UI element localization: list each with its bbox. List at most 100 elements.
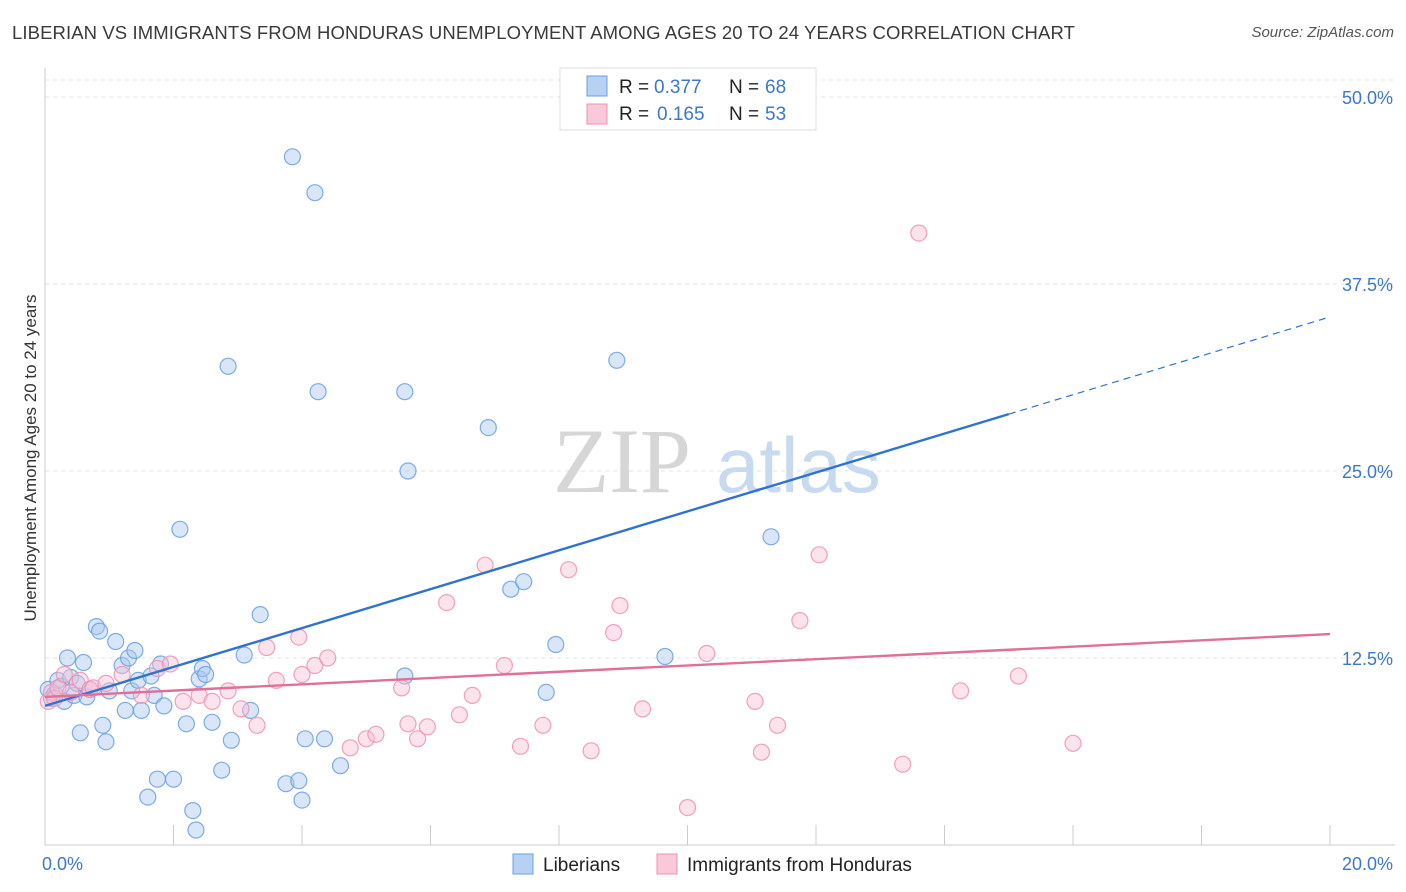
data-point <box>258 638 276 657</box>
bottom-legend-liberians: Liberians <box>543 855 620 876</box>
data-point <box>139 788 157 806</box>
y-tick-label-0: 12.5% <box>1342 649 1393 669</box>
data-point <box>174 692 192 711</box>
data-point <box>604 623 623 642</box>
data-point <box>768 716 787 734</box>
data-point <box>367 725 385 743</box>
data-point <box>309 383 327 401</box>
x-tick-label-min: 0.0% <box>42 854 83 874</box>
data-point <box>341 739 359 757</box>
data-point <box>58 649 77 667</box>
source-credit: Source: ZipAtlas.com <box>1251 24 1394 41</box>
data-point <box>306 184 324 202</box>
data-point <box>319 649 337 667</box>
data-point <box>187 821 205 839</box>
data-point <box>910 224 928 242</box>
watermark: ZIP atlas <box>553 410 881 512</box>
data-point <box>951 682 970 700</box>
legend-n-value-2: 53 <box>765 104 786 125</box>
data-point <box>164 770 183 788</box>
data-point <box>547 635 565 654</box>
data-point <box>97 733 115 751</box>
legend-n-value-1: 68 <box>765 77 786 98</box>
data-point <box>235 646 253 664</box>
data-point <box>123 682 141 700</box>
data-point <box>219 357 237 375</box>
data-point <box>633 700 652 718</box>
data-point <box>515 573 533 591</box>
chart-title: LIBERIAN VS IMMIGRANTS FROM HONDURAS UNE… <box>12 22 1075 43</box>
data-point <box>1009 667 1028 685</box>
data-point <box>219 682 237 700</box>
data-point <box>450 706 468 724</box>
data-point <box>582 742 600 760</box>
data-point <box>277 775 295 793</box>
data-point <box>71 724 89 742</box>
data-point <box>752 743 771 761</box>
data-point <box>463 686 481 705</box>
data-point <box>177 715 195 733</box>
data-point <box>399 462 417 480</box>
data-point <box>399 715 417 733</box>
legend-n-label-2: N = <box>729 104 759 125</box>
data-point <box>232 700 250 718</box>
data-point <box>116 701 134 720</box>
data-point <box>90 622 109 640</box>
data-point <box>678 798 697 817</box>
data-point <box>608 351 626 369</box>
data-point <box>197 665 215 684</box>
data-point <box>762 528 780 546</box>
data-point <box>810 546 828 564</box>
data-point <box>132 686 150 705</box>
data-point <box>184 801 202 820</box>
legend: R = 0.377 N = 68 R = 0.165 N = 53 <box>559 67 817 131</box>
data-point <box>479 419 497 437</box>
data-point <box>409 730 427 748</box>
data-points <box>39 148 1082 839</box>
trend-line-honduras <box>44 632 1331 699</box>
y-tick-label-1: 25.0% <box>1342 462 1393 482</box>
x-tick-label-max: 20.0% <box>1342 854 1393 874</box>
watermark-zip: ZIP <box>553 410 691 512</box>
legend-r-label-2: R = <box>619 104 649 125</box>
data-point <box>203 692 221 711</box>
data-point <box>293 791 311 809</box>
data-point <box>315 730 334 748</box>
data-point <box>283 148 301 166</box>
data-point <box>495 656 513 675</box>
data-point <box>791 611 809 630</box>
y-tick-label-3: 50.0% <box>1342 88 1393 108</box>
y-axis-label: Unemployment Among Ages 20 to 24 years <box>21 295 40 622</box>
data-point <box>155 697 173 715</box>
data-point <box>290 772 308 790</box>
data-point <box>656 647 674 666</box>
series-0-points <box>39 148 780 839</box>
data-point <box>746 692 764 711</box>
trend-line-liberians <box>44 413 1010 708</box>
legend-swatch-honduras <box>586 103 608 125</box>
data-point <box>511 737 530 755</box>
bottom-legend: Liberians Immigrants from Honduras <box>512 853 912 876</box>
data-point <box>107 632 125 651</box>
legend-swatch-liberians <box>586 75 608 97</box>
data-point <box>213 761 231 779</box>
data-point <box>698 644 716 663</box>
data-point <box>534 716 552 734</box>
data-point <box>418 718 436 736</box>
bottom-legend-honduras: Immigrants from Honduras <box>687 855 912 876</box>
bottom-legend-swatch-honduras <box>656 853 678 875</box>
trend-line-liberians-projection <box>1008 316 1331 415</box>
data-point <box>132 701 150 720</box>
legend-r-value-1: 0.377 <box>654 77 702 98</box>
data-point <box>251 605 269 624</box>
data-point <box>1064 734 1082 752</box>
data-point <box>222 731 240 749</box>
data-point <box>438 593 456 612</box>
data-point <box>94 716 112 734</box>
data-point <box>203 713 221 731</box>
trend-lines <box>44 316 1331 708</box>
series-1-points <box>39 224 1082 817</box>
data-point <box>611 596 629 615</box>
data-point <box>74 653 93 672</box>
